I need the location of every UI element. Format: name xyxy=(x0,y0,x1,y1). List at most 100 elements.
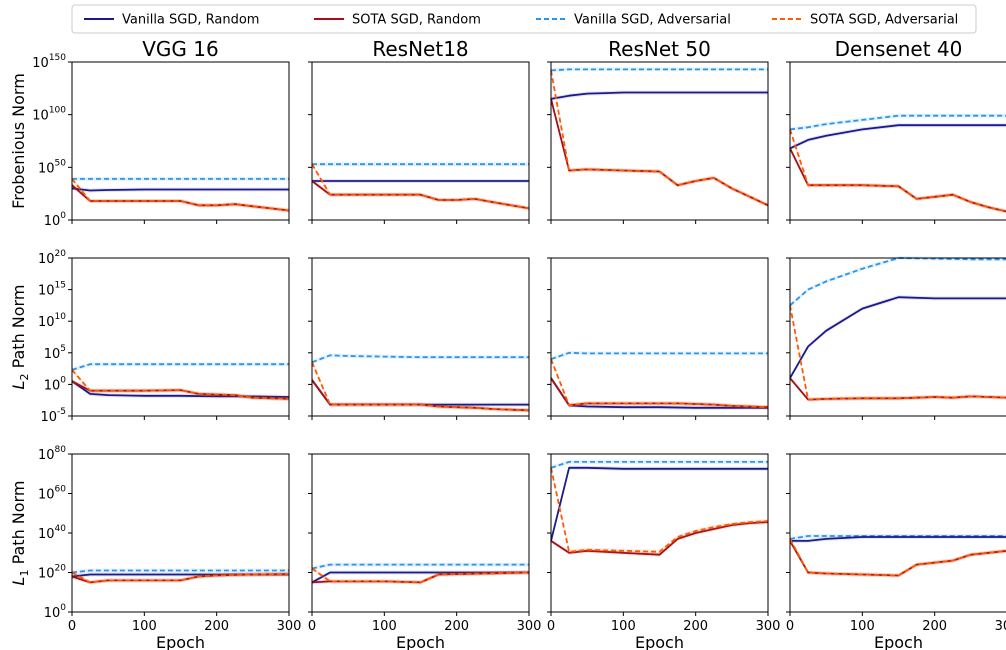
x-tick-label: 0 xyxy=(68,619,76,634)
series-line xyxy=(311,163,530,210)
series-line xyxy=(789,114,1006,131)
y-tick-label: 1060 xyxy=(38,485,66,503)
y-tick-exponent: 100 xyxy=(49,106,66,116)
panel-2-3 xyxy=(547,257,769,420)
series-line xyxy=(550,467,769,553)
series-line xyxy=(71,569,289,574)
ylabel-subscript: 1 xyxy=(18,570,31,577)
axes-frame xyxy=(311,257,530,417)
column-titles: VGG 16 ResNet18 ResNet 50 Densenet 40 xyxy=(142,37,962,61)
row-ylabel: L2 Path Norm xyxy=(9,285,31,390)
legend-frame xyxy=(71,4,977,34)
panels: 1001050101001015010-51001051010101510201… xyxy=(32,53,1006,650)
series-band xyxy=(790,146,1006,214)
legend: Vanilla SGD, Random SOTA SGD, Random Vanil… xyxy=(71,4,977,34)
x-tick-label: 100 xyxy=(611,619,636,634)
y-tick-label: 10100 xyxy=(32,106,66,124)
series-line xyxy=(550,466,768,542)
series-line xyxy=(550,521,769,556)
x-tick-label: 0 xyxy=(786,619,794,634)
y-tick-base: 10 xyxy=(40,410,57,425)
x-tick-label: 100 xyxy=(850,619,875,634)
axes-frame xyxy=(789,453,1006,613)
column-title: ResNet 50 xyxy=(608,37,711,61)
series-line xyxy=(311,567,530,584)
series-band xyxy=(72,367,289,401)
series-band xyxy=(72,379,289,399)
y-tick-exponent: -5 xyxy=(57,407,66,417)
ylabel-subscript: 2 xyxy=(18,374,31,381)
y-tick-exponent: 50 xyxy=(55,158,67,168)
ylabel-letter: L xyxy=(9,381,28,390)
y-tick-base: 10 xyxy=(32,109,49,124)
series-line xyxy=(789,305,1006,401)
y-tick-label: 100 xyxy=(44,603,67,621)
panel-3-4: 0 100 200 300 Epoch xyxy=(786,453,1006,650)
column-title: ResNet18 xyxy=(372,37,468,61)
series-band xyxy=(551,465,768,554)
y-tick-label: 105 xyxy=(44,344,66,362)
axes-frame xyxy=(550,453,769,613)
series-band xyxy=(72,183,289,213)
column-title: VGG 16 xyxy=(142,37,218,61)
y-tick-base: 10 xyxy=(44,606,61,621)
y-tick-exponent: 40 xyxy=(55,524,67,534)
series-line xyxy=(550,91,768,100)
series-line xyxy=(789,538,1006,577)
panel-3-2: 0 100 200 300 Epoch xyxy=(308,453,541,650)
legend-label: Vanilla SGD, Random xyxy=(122,13,259,28)
series-band xyxy=(551,350,768,362)
axes-frame xyxy=(311,453,530,613)
panel-1-3 xyxy=(547,61,769,224)
y-tick-base: 10 xyxy=(44,214,61,229)
series-line xyxy=(789,296,1006,379)
series-band xyxy=(312,378,529,407)
axes-frame xyxy=(311,61,530,221)
series-line xyxy=(71,571,290,584)
axes-frame xyxy=(71,257,290,417)
y-tick-label: 1050 xyxy=(38,158,66,176)
y-tick-base: 10 xyxy=(38,252,55,267)
series-band xyxy=(790,127,1006,214)
y-tick-base: 10 xyxy=(38,527,55,542)
series-band xyxy=(72,176,289,213)
series-line xyxy=(71,369,290,400)
x-tick-label: 300 xyxy=(277,619,302,634)
ylabel-rest: Path Norm xyxy=(9,285,28,374)
series-line xyxy=(550,351,768,360)
y-tick-label: 100 xyxy=(44,375,67,393)
y-tick-exponent: 15 xyxy=(55,281,66,291)
axes-frame xyxy=(71,61,290,221)
y-tick-exponent: 150 xyxy=(49,53,66,63)
panel-3-3: 0 100 200 300 Epoch xyxy=(547,453,781,650)
y-tick-label: 1040 xyxy=(38,524,66,542)
y-tick-base: 10 xyxy=(38,284,55,299)
y-tick-exponent: 0 xyxy=(60,211,66,221)
series-band xyxy=(551,357,768,410)
y-tick-exponent: 0 xyxy=(60,603,66,613)
legend-label: Vanilla SGD, Adversarial xyxy=(574,13,731,28)
x-axis-label: Epoch xyxy=(874,633,923,650)
axes-frame xyxy=(789,61,1006,221)
x-axis-label: Epoch xyxy=(635,633,684,650)
ylabel-letter: L xyxy=(9,577,28,586)
y-tick-base: 10 xyxy=(38,567,55,582)
series-line xyxy=(790,536,1006,542)
series-line xyxy=(550,68,768,72)
series-band xyxy=(790,295,1006,381)
x-tick-label: 300 xyxy=(995,619,1006,634)
x-tick-label: 300 xyxy=(756,619,781,634)
x-tick-label: 200 xyxy=(444,619,469,634)
series-line xyxy=(789,257,1006,307)
series-band xyxy=(790,536,1006,578)
axes-frame xyxy=(71,453,290,613)
y-tick-exponent: 20 xyxy=(55,249,67,259)
y-tick-label: 1015 xyxy=(38,281,66,299)
y-tick-label: 1080 xyxy=(38,445,66,463)
y-tick-label: 1020 xyxy=(38,564,66,582)
series-line xyxy=(789,535,1006,540)
x-tick-label: 200 xyxy=(922,619,947,634)
series-line xyxy=(71,178,290,212)
